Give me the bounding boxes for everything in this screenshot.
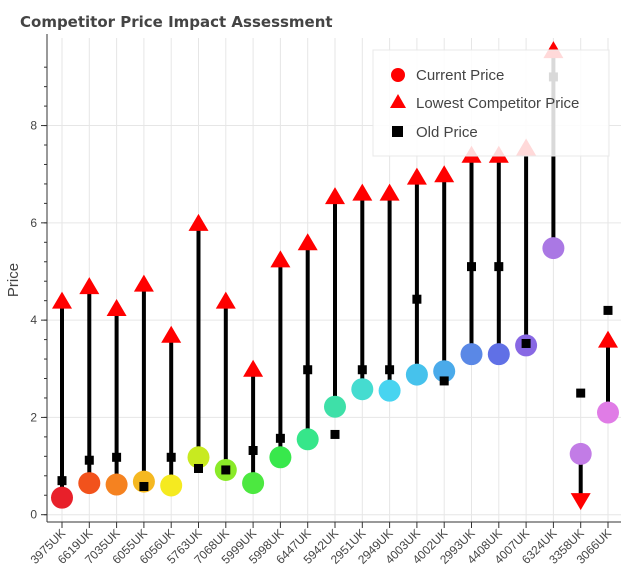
old-price-point [221,465,231,475]
current-price-point [487,343,510,366]
lowest-competitor-price-point [188,213,209,231]
lowest-competitor-price-point [352,183,373,201]
old-price-point [330,429,340,439]
lowest-competitor-price-point [379,183,400,201]
lowest-competitor-price-point [434,165,455,183]
current-price-point [105,473,128,496]
y-tick-label: 4 [30,313,37,327]
old-price-point [166,452,176,462]
old-price-point [521,338,531,348]
legend-box [372,49,610,157]
lowest-competitor-price-point [297,233,318,251]
y-tick-label: 8 [30,119,37,133]
chart-title: Competitor Price Impact Assessment [20,13,333,31]
old-price-point [303,365,313,375]
lowest-competitor-price-point [79,277,100,295]
current-price-point [405,363,428,386]
current-price-point [187,446,210,469]
lowest-competitor-price-point [215,291,236,309]
current-price-point [433,360,456,383]
current-price-point [242,472,265,495]
y-axis-label: Price [5,263,22,297]
old-price-point [275,433,285,443]
current-price-point [269,446,292,469]
old-price-point [385,365,395,375]
current-price-point [542,237,565,260]
old-price-point [576,388,586,398]
current-price-point [51,486,73,509]
lowest-competitor-price-point [598,330,618,348]
old-price-point [248,445,258,455]
old-price-point [467,262,476,272]
old-price-point [139,481,149,491]
current-price-point [351,378,374,401]
lowest-competitor-price-point [106,298,127,316]
old-price-point [412,294,422,304]
legend-current-price: Current Price [416,67,504,84]
legend: Current Price Lowest Competitor Price Ol… [372,49,610,157]
current-price-point [324,395,346,418]
current-price-point [296,428,319,451]
old-price-point [194,463,203,473]
lowest-competitor-price-point [325,187,345,205]
current-price-point [78,472,101,495]
lowest-competitor-price-point [52,291,72,309]
old-price-point [439,376,449,386]
lowest-competitor-price-point [270,250,291,268]
legend-old-price-square-icon [392,126,403,137]
current-price-point [378,379,401,402]
legend-current-price-circle-icon [391,68,405,82]
lowest-competitor-price-point [243,359,264,377]
legend-lowest-competitor-triangle-icon [390,94,406,108]
current-price-point [460,343,483,366]
y-tick-label: 0 [30,508,37,522]
current-price-point [160,474,183,497]
y-tick-label: 2 [30,410,37,424]
current-price-point [597,401,619,424]
data-marks [51,41,619,511]
lowest-competitor-price-point [406,167,427,185]
lowest-competitor-price-point [161,325,182,343]
old-price-point [57,476,67,486]
old-price-point [357,365,367,375]
lowest-competitor-price-point [133,274,154,292]
current-price-point [569,442,592,465]
lowest-competitor-price-point [570,493,591,511]
old-price-point [112,452,122,462]
legend-old-price: Old Price [416,124,478,141]
old-price-point [84,455,94,465]
legend-lowest-competitor-price: Lowest Competitor Price [416,95,579,112]
old-price-point [494,262,504,272]
y-tick-label: 6 [30,216,37,230]
current-price-point [132,470,155,493]
old-price-point [603,305,613,315]
